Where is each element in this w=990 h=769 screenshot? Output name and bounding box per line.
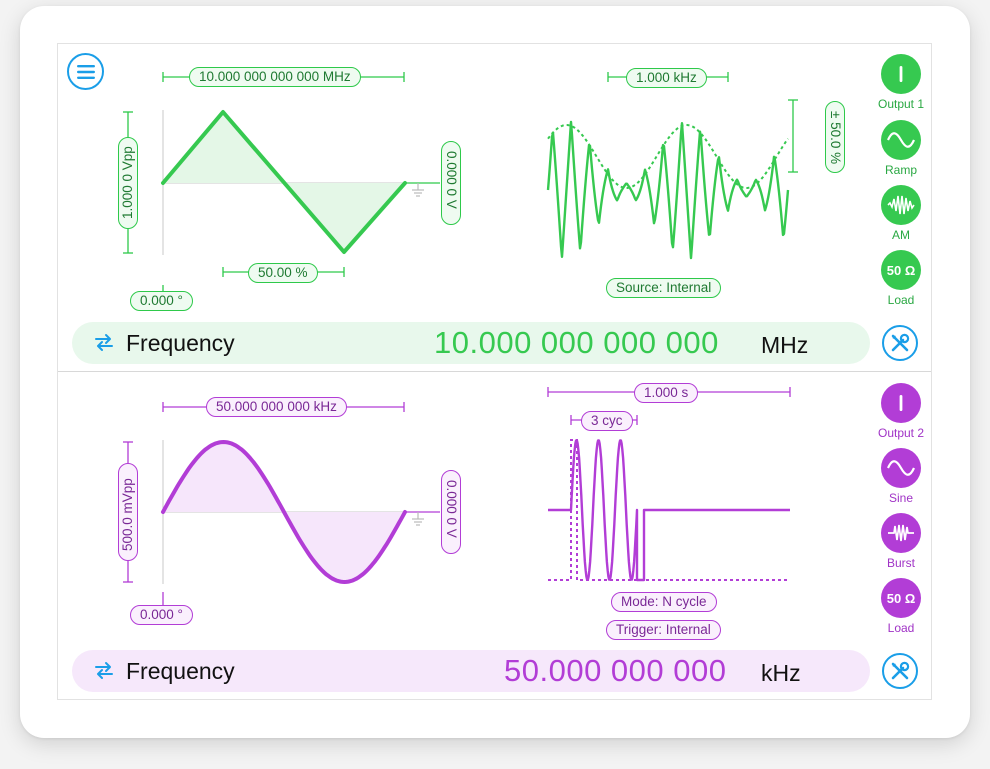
- ch2-settings-button[interactable]: [882, 653, 918, 689]
- menu-button[interactable]: [67, 53, 104, 90]
- ch1-amplitude-label[interactable]: 1.000 0 Vpp: [118, 137, 138, 229]
- ch2-amplitude-label[interactable]: 500.0 mVpp: [118, 463, 138, 561]
- ch1-load-button[interactable]: 50 Ω: [881, 250, 921, 290]
- ch1-output-label: Output 1: [877, 97, 925, 111]
- ch1-waveform-label: Ramp: [884, 163, 917, 177]
- ch2-param-value[interactable]: 50.000 000 000: [504, 653, 727, 688]
- ch1-am-carrier: [546, 120, 790, 260]
- ch2-param-unit[interactable]: kHz: [761, 660, 801, 686]
- ch2-frequency-bar[interactable]: Frequency 50.000 000 000 kHz: [72, 650, 870, 692]
- channel-divider: [58, 371, 931, 372]
- hamburger-icon: [76, 64, 95, 79]
- ch2-phase-label[interactable]: 0.000 °: [130, 605, 193, 625]
- ch2-burst-period-label[interactable]: 1.000 s: [634, 383, 699, 403]
- ch2-param-name: Frequency: [126, 658, 235, 684]
- ch1-param-unit[interactable]: MHz: [761, 332, 809, 358]
- ch1-param-name: Frequency: [126, 330, 235, 356]
- ch2-load-button[interactable]: 50 Ω: [881, 578, 921, 618]
- burst-mod-icon: [888, 524, 914, 542]
- ch1-param-value[interactable]: 10.000 000 000 000: [434, 325, 719, 360]
- ch2-trigger-label[interactable]: Trigger: Internal: [606, 620, 721, 640]
- ch2-load-label: Load: [887, 621, 915, 635]
- ch2-output-label: Output 2: [877, 426, 925, 440]
- ch1-waveform-button[interactable]: [881, 120, 921, 160]
- ch2-output-button[interactable]: [881, 383, 921, 423]
- load-icon: 50 Ω: [886, 590, 916, 606]
- ch2-burst-plot: [547, 387, 791, 582]
- am-mod-icon: [887, 195, 915, 215]
- ch1-offset-label[interactable]: 0.000 0 V: [441, 141, 461, 225]
- ch1-period-label[interactable]: 10.000 000 000 000 MHz: [189, 67, 361, 87]
- ramp-wave-icon: [886, 132, 916, 148]
- ch1-waveform-plot: [123, 72, 440, 298]
- ch2-waveform-plot: [123, 402, 440, 605]
- ch2-waveform-label: Sine: [888, 491, 914, 505]
- ch2-burst-trace: [548, 439, 790, 582]
- ch2-modulation-button[interactable]: [881, 513, 921, 553]
- ch1-modulation-button[interactable]: [881, 185, 921, 225]
- tools-icon: [891, 661, 910, 680]
- ch1-symmetry-label[interactable]: 50.00 %: [248, 263, 318, 283]
- ch2-mode-label[interactable]: Mode: N cycle: [611, 592, 717, 612]
- load-icon: 50 Ω: [886, 262, 916, 278]
- ch1-frequency-bar[interactable]: Frequency 10.000 000 000 000 MHz: [72, 322, 870, 364]
- ch1-am-plot: [546, 72, 798, 260]
- tools-icon: [891, 333, 910, 352]
- ch1-load-label: Load: [887, 293, 915, 307]
- power-icon: [899, 395, 903, 411]
- ch1-output-button[interactable]: [881, 54, 921, 94]
- swap-icon: [95, 662, 113, 679]
- ch2-sine-trace: [161, 439, 407, 585]
- power-icon: [899, 66, 903, 82]
- ch1-mod-depth-label[interactable]: ± 50.0 %: [825, 101, 845, 173]
- ch2-offset-label[interactable]: 0.000 0 V: [441, 470, 461, 554]
- ch1-source-label[interactable]: Source: Internal: [606, 278, 722, 298]
- ch1-phase-label[interactable]: 0.000 °: [130, 291, 193, 311]
- ch2-period-label[interactable]: 50.000 000 000 kHz: [206, 397, 347, 417]
- ch1-am-envelope: [547, 124, 789, 189]
- ch2-waveform-button[interactable]: [881, 448, 921, 488]
- sine-wave-icon: [886, 460, 916, 476]
- ch1-modulation-label: AM: [892, 228, 910, 242]
- ch1-settings-button[interactable]: [882, 325, 918, 361]
- ch2-modulation-label: Burst: [886, 556, 915, 570]
- swap-icon: [95, 334, 113, 351]
- ch2-cycles-label[interactable]: 3 cyc: [581, 411, 633, 431]
- ch1-mod-freq-label[interactable]: 1.000 kHz: [626, 68, 707, 88]
